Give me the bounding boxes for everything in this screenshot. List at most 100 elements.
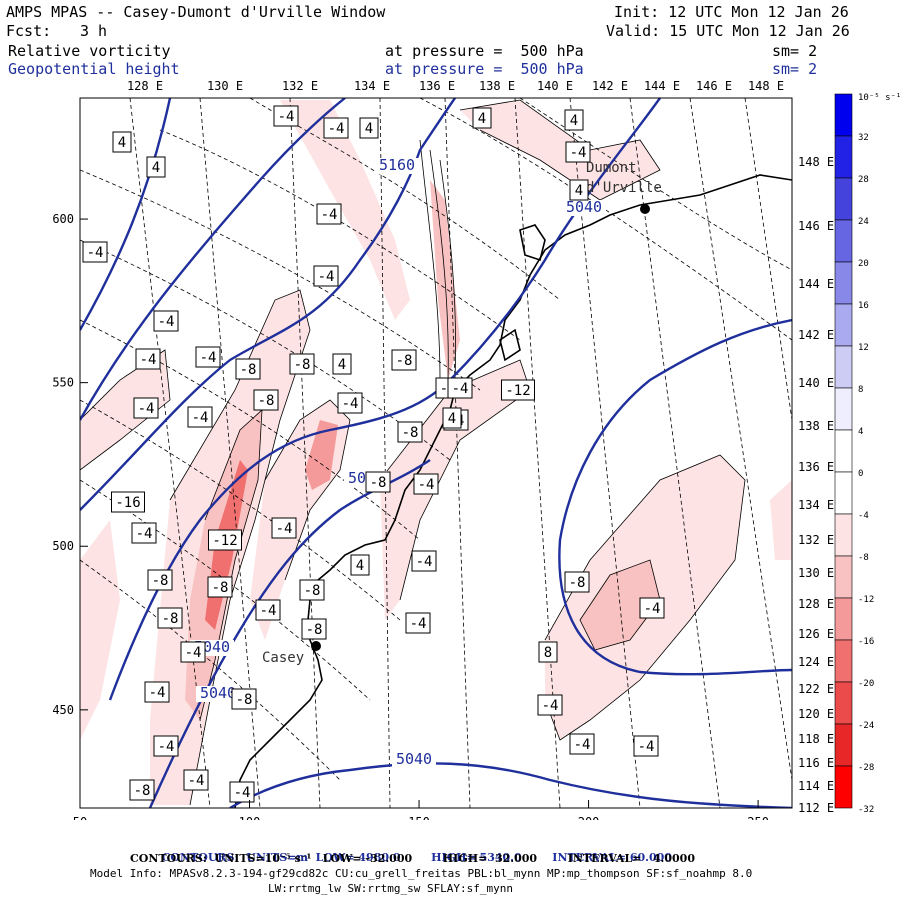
vorticity-label-text: -4 xyxy=(342,396,359,412)
graticule-line xyxy=(379,98,391,808)
vorticity-label: -4 xyxy=(313,265,339,287)
vorticity-label-text: 4 xyxy=(448,411,456,427)
vorticity-label-text: -4 xyxy=(574,737,591,753)
vorticity-label: -12 xyxy=(208,529,242,551)
right-lon-label: 134 E xyxy=(798,498,834,512)
vorticity-label-text: 8 xyxy=(544,645,552,661)
vorticity-label-text: 4 xyxy=(478,111,486,127)
vorticity-label-text: -4 xyxy=(542,698,559,714)
vorticity-label-box xyxy=(447,377,473,399)
field2-smoothing: sm= 2 xyxy=(772,60,818,78)
vorticity-label: -4 xyxy=(633,735,659,757)
vorticity-label-text: -4 xyxy=(192,410,209,426)
colorbar-label: 8 xyxy=(858,385,863,395)
chart-title: AMPS MPAS -- Casey-Dumont d'Urville Wind… xyxy=(6,3,386,21)
colorbar-label: -28 xyxy=(858,763,874,773)
right-lon-label: 128 E xyxy=(798,597,834,611)
right-lon-label: 118 E xyxy=(798,732,834,746)
vorticity-label-text: 4 xyxy=(338,357,346,373)
vorticity-label-box xyxy=(299,579,325,601)
vorticity-label-box xyxy=(207,576,233,598)
vorticity-label: -4 xyxy=(153,735,179,757)
vorticity-label-box xyxy=(187,406,213,428)
right-lon-label: 112 E xyxy=(798,801,834,815)
top-lon-label: 142 E xyxy=(592,79,628,93)
vorticity-label-text: -8 xyxy=(569,575,586,591)
vorticity-label-box xyxy=(538,641,558,663)
vorticity-label-box xyxy=(564,571,590,593)
vorticity-label-box xyxy=(313,265,339,287)
init-time: Init: 12 UTC Mon 12 Jan 26 xyxy=(614,3,849,21)
vort-contour xyxy=(80,349,171,471)
vorticity-label: -4 xyxy=(405,612,431,634)
station-casey-marker xyxy=(311,641,321,651)
vorticity-label-text: -4 xyxy=(570,145,587,161)
vorticity-label: 4 xyxy=(569,179,589,201)
y-tick-label: 550 xyxy=(52,376,74,390)
vort-fill-east-core xyxy=(580,560,660,650)
vorticity-label: -4 xyxy=(135,348,161,370)
right-lon-label: 114 E xyxy=(798,779,834,793)
vort-contour xyxy=(199,409,263,721)
height-label-bg xyxy=(562,200,606,216)
graticule-line xyxy=(80,239,451,461)
height-contours xyxy=(80,98,792,808)
vorticity-label-text: -12 xyxy=(212,533,237,549)
vorticity-label-text: -4 xyxy=(418,477,435,493)
colorbar-swatch xyxy=(834,219,853,263)
x-tick-label: 150 xyxy=(408,815,430,820)
height-contour-label: 5040 xyxy=(396,750,432,768)
vorticity-label-box xyxy=(639,597,665,619)
vorticity-label-text: -4 xyxy=(452,381,469,397)
graticule-line xyxy=(80,169,481,391)
footer-height-interval: 60.000 xyxy=(629,851,672,864)
vorticity-height-map: 516050405040504050405040 Dumontd'Urville… xyxy=(52,79,900,820)
vorticity-label: -16 xyxy=(111,491,145,513)
vorticity-label: -4 xyxy=(273,105,299,127)
right-lon-label: 148 E xyxy=(798,155,834,169)
vorticity-label-box xyxy=(359,117,379,139)
vort-fill-se-patch xyxy=(770,480,792,560)
vorticity-label: 8 xyxy=(538,641,558,663)
vorticity-label: 4 xyxy=(146,156,166,178)
colorbar-swatch xyxy=(834,93,853,137)
vorticity-label: -4 xyxy=(187,406,213,428)
vorticity-label-text: -4 xyxy=(638,739,655,755)
right-lon-label: 116 E xyxy=(798,756,834,770)
top-lon-label: 148 E xyxy=(748,79,784,93)
colorbar-label: -8 xyxy=(858,553,869,563)
colorbar-swatch xyxy=(834,345,853,389)
vorticity-label-text: -8 xyxy=(212,580,229,596)
vorticity-label-box xyxy=(564,109,584,131)
coastline-path xyxy=(499,328,521,362)
vorticity-label-box xyxy=(112,131,132,153)
vorticity-label-text: -16 xyxy=(115,495,140,511)
vort-contour xyxy=(439,159,457,381)
height-label-bg xyxy=(375,158,419,174)
vorticity-label: -4 xyxy=(569,733,595,755)
colorbar-label: 24 xyxy=(858,217,869,227)
colorbar: 32 28 24 20 16 12 8 4 0 -4 -8 -12 -16 -20 -24 -28 -32 10⁻… xyxy=(834,93,900,815)
colorbar-swatch xyxy=(834,387,853,431)
vorticity-label-box xyxy=(271,517,297,539)
vorticity-label: -4 xyxy=(144,681,170,703)
vorticity-label-box xyxy=(153,310,179,332)
footer-height-high: 5340.0 xyxy=(479,851,522,864)
vort-fill-west-edge xyxy=(80,350,170,470)
vort-contour xyxy=(264,399,351,581)
field1-name: Relative vorticity xyxy=(8,42,171,60)
right-lon-label: 122 E xyxy=(798,682,834,696)
station-labels: Dumont d'Urville Casey xyxy=(262,160,662,666)
vorticity-label: -8 xyxy=(231,688,257,710)
vorticity-label-box xyxy=(208,529,242,551)
graticule-line xyxy=(629,98,721,808)
vorticity-label-box xyxy=(153,735,179,757)
vorticity-label-text: -4 xyxy=(260,603,277,619)
height-contour xyxy=(80,98,346,421)
colorbar-swatch xyxy=(834,513,853,557)
top-lon-label: 146 E xyxy=(696,79,732,93)
vorticity-label-box xyxy=(569,733,595,755)
vorticity-label-text: -4 xyxy=(158,739,175,755)
vorticity-label-box xyxy=(231,688,257,710)
vorticity-label: -8 xyxy=(289,353,315,375)
